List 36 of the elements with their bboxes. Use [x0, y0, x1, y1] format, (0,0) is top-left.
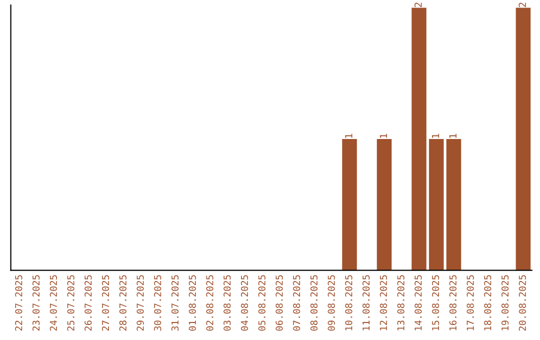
x-tick-label: 07.08.2025: [293, 275, 300, 331]
x-tick-label: 31.07.2025: [171, 275, 179, 331]
data-label: 1: [449, 134, 456, 138]
x-tick-label: 13.08.2025: [397, 275, 404, 330]
x-tick-label: 18.08.2025: [484, 275, 492, 330]
x-tick-label: 23.07.2025: [32, 275, 40, 331]
x-tick-label: 29.07.2025: [136, 275, 144, 331]
x-tick-label: 30.07.2025: [154, 275, 162, 331]
x-tick-label: 10.08.2025: [345, 275, 352, 330]
x-tick-label: 01.08.2025: [188, 275, 196, 331]
x-tick-label: 16.08.2025: [449, 275, 456, 330]
x-tick-label: 08.08.2025: [310, 275, 318, 331]
x-tick-label: 26.07.2025: [84, 275, 92, 331]
x-tick-label: 11.08.2025: [362, 275, 370, 330]
data-label: 2: [518, 2, 526, 8]
x-tick-label: 09.08.2025: [328, 275, 335, 331]
x-tick-label: 24.07.2025: [50, 275, 57, 331]
data-label: 1: [432, 134, 440, 138]
x-tick-label: 28.07.2025: [119, 275, 126, 331]
x-tick-label: 22.07.2025: [15, 275, 22, 331]
x-tick-label: 27.07.2025: [102, 275, 110, 331]
x-tick-label: 17.08.2025: [466, 275, 474, 330]
x-tick-label: 19.08.2025: [501, 275, 509, 330]
x-tick-label: 25.07.2025: [67, 275, 74, 331]
x-tick-label: 03.08.2025: [224, 275, 231, 331]
data-label: 2: [414, 2, 422, 8]
x-tick-label: 04.08.2025: [240, 275, 248, 331]
x-tick-label: 15.08.2025: [432, 275, 440, 330]
x-tick-label: 05.08.2025: [258, 275, 266, 331]
x-tick-label: 02.08.2025: [206, 275, 214, 331]
x-tick-label: 12.08.2025: [380, 275, 388, 330]
data-label: 1: [380, 134, 387, 138]
x-tick-label: 20.08.2025: [518, 275, 526, 331]
data-label: 1: [345, 134, 352, 138]
x-tick-label: 06.08.2025: [276, 275, 283, 331]
x-tick-label: 14.08.2025: [414, 275, 422, 330]
